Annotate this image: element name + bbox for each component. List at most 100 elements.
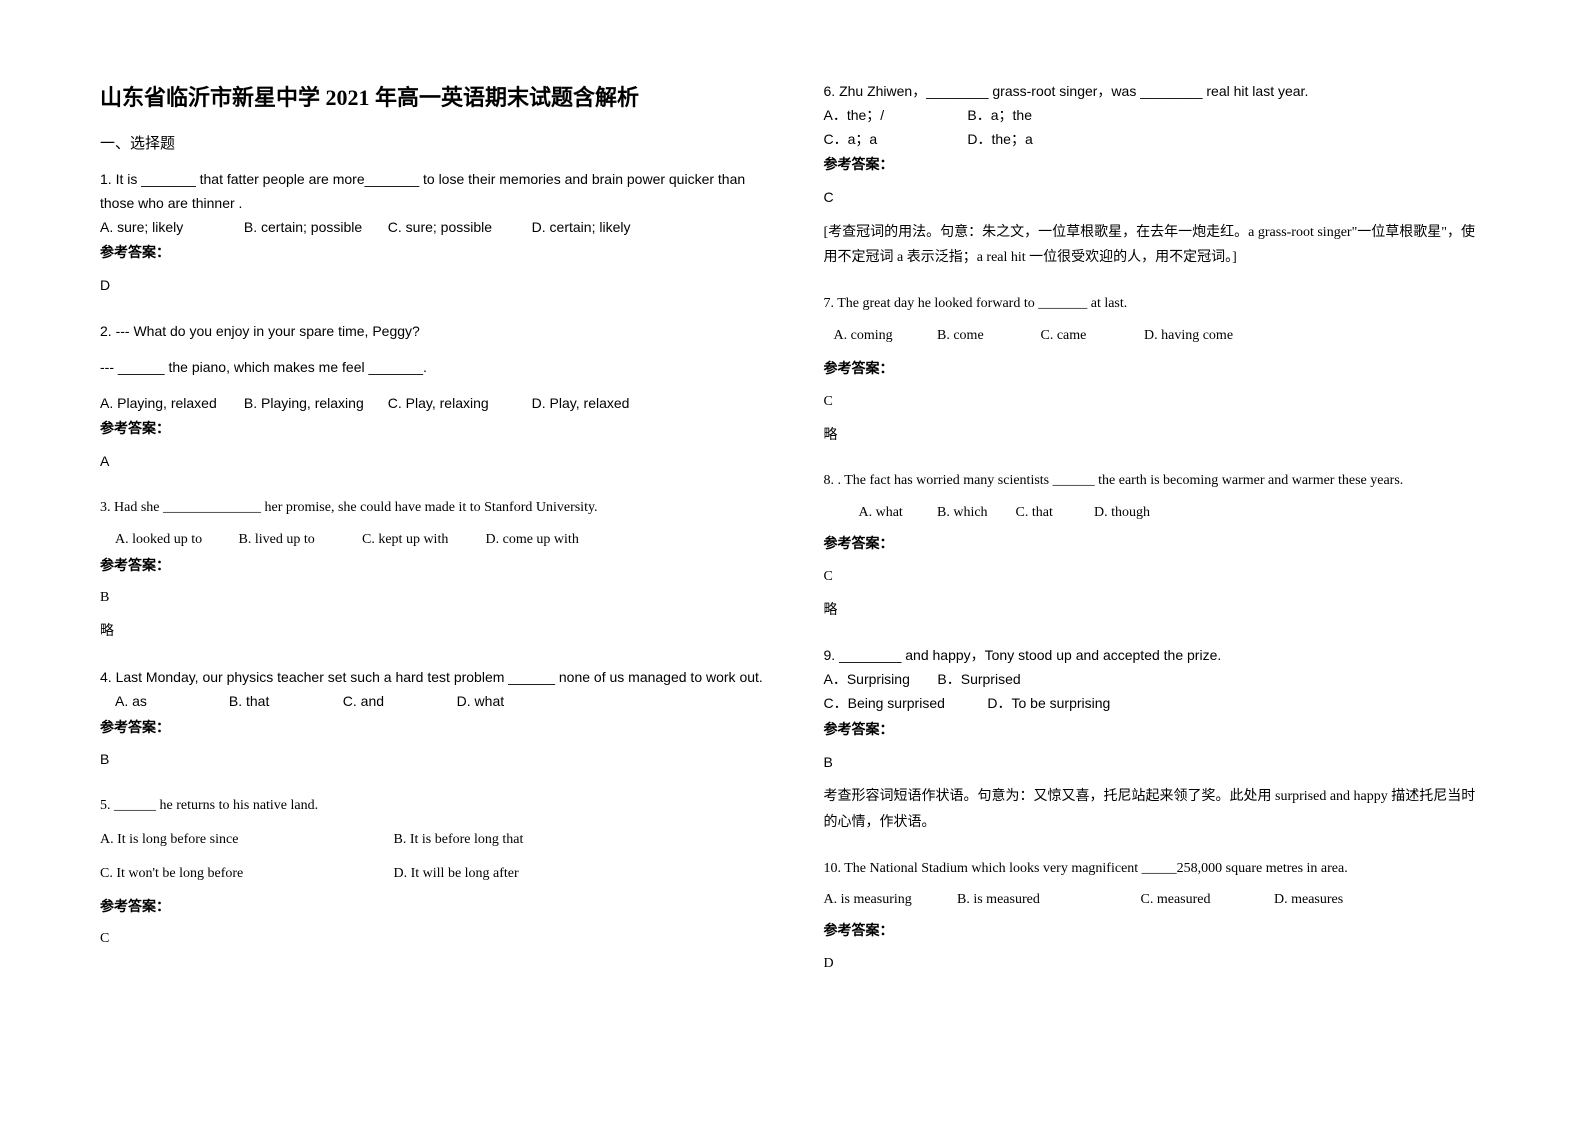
q4-optC: C. and	[343, 690, 453, 714]
q8-optD: D. though	[1094, 501, 1150, 525]
q1-optB: B. certain; possible	[244, 216, 384, 240]
q7-optC: C. came	[1041, 324, 1141, 348]
q1-optD: D. certain; likely	[532, 216, 631, 240]
q2-optB: B. Playing, relaxing	[244, 392, 384, 416]
q10-optB: B. is measured	[957, 888, 1137, 912]
q1-answer: D	[100, 274, 764, 298]
q1-text: 1. It is _______ that fatter people are …	[100, 168, 764, 216]
q5-optC: C. It won't be long before	[100, 862, 390, 886]
q4-optD: D. what	[457, 690, 504, 714]
q10-optC: C. measured	[1141, 888, 1271, 912]
q9-options-row1: A．Surprising B．Surprised	[824, 668, 1488, 692]
q1-optA: A. sure; likely	[100, 216, 240, 240]
q7-optA: A. coming	[834, 324, 934, 348]
q8-optB: B. which	[937, 501, 1012, 525]
q2-answer-label: 参考答案：	[100, 418, 764, 442]
q7-answer: C	[824, 390, 1488, 414]
q4-optB: B. that	[229, 690, 339, 714]
q7-optD: D. having come	[1144, 324, 1233, 348]
q2-answer: A	[100, 450, 764, 474]
q6-options-row1: A．the；/ B．a；the	[824, 104, 1488, 128]
q9-optD: D．To be surprising	[987, 692, 1110, 716]
q5-answer: C	[100, 927, 764, 951]
q8-optC: C. that	[1016, 501, 1091, 525]
q8-text: 8. . The fact has worried many scientist…	[824, 469, 1488, 493]
question-1: 1. It is _______ that fatter people are …	[100, 168, 764, 308]
q2-optA: A. Playing, relaxed	[100, 392, 240, 416]
q9-optC: C．Being surprised	[824, 692, 984, 716]
q9-optB: B．Surprised	[937, 668, 1020, 692]
q4-optA: A. as	[115, 690, 225, 714]
q3-optA: A. looked up to	[115, 528, 235, 552]
q8-optA: A. what	[859, 501, 934, 525]
q3-text: 3. Had she ______________ her promise, s…	[100, 496, 764, 520]
q8-answer-label: 参考答案：	[824, 533, 1488, 557]
question-2: 2. --- What do you enjoy in your spare t…	[100, 320, 764, 484]
q1-optC: C. sure; possible	[388, 216, 528, 240]
question-9: 9. ________ and happy，Tony stood up and …	[824, 644, 1488, 844]
q2-optD: D. Play, relaxed	[532, 392, 630, 416]
q10-answer: D	[824, 952, 1488, 976]
q8-note: 略	[824, 599, 1488, 623]
question-10: 10. The National Stadium which looks ver…	[824, 857, 1488, 986]
q9-optA: A．Surprising	[824, 668, 934, 692]
q5-options-row1: A. It is long before since B. It is befo…	[100, 828, 764, 852]
q8-answer: C	[824, 565, 1488, 589]
q1-answer-label: 参考答案：	[100, 242, 764, 266]
q6-explanation: [考查冠词的用法。句意：朱之文，一位草根歌星，在去年一炮走红。a grass-r…	[824, 220, 1488, 270]
q3-options: A. looked up to B. lived up to C. kept u…	[115, 528, 764, 552]
q7-optB: B. come	[937, 324, 1037, 348]
question-4: 4. Last Monday, our physics teacher set …	[100, 666, 764, 782]
right-column: 6. Zhu Zhiwen，________ grass-root singer…	[824, 80, 1488, 1042]
q3-answer-label: 参考答案：	[100, 555, 764, 579]
question-5: 5. ______ he returns to his native land.…	[100, 794, 764, 961]
q9-answer-label: 参考答案：	[824, 719, 1488, 743]
q6-optA: A．the；/	[824, 104, 964, 128]
q3-note: 略	[100, 620, 764, 644]
q8-options: A. what B. which C. that D. though	[859, 501, 1488, 525]
q2-text1: 2. --- What do you enjoy in your spare t…	[100, 320, 764, 344]
document-title: 山东省临沂市新星中学 2021 年高一英语期末试题含解析	[100, 80, 764, 112]
question-6: 6. Zhu Zhiwen，________ grass-root singer…	[824, 80, 1488, 280]
q2-optC: C. Play, relaxing	[388, 392, 528, 416]
q4-text: 4. Last Monday, our physics teacher set …	[100, 666, 764, 690]
q5-optB: B. It is before long that	[394, 828, 524, 852]
q3-optD: D. come up with	[486, 528, 579, 552]
q7-options: A. coming B. come C. came D. having come	[834, 324, 1488, 348]
q10-optA: A. is measuring	[824, 888, 954, 912]
q10-text: 10. The National Stadium which looks ver…	[824, 857, 1488, 881]
q5-optA: A. It is long before since	[100, 828, 390, 852]
q4-answer: B	[100, 748, 764, 772]
q9-options-row2: C．Being surprised D．To be surprising	[824, 692, 1488, 716]
q2-options: A. Playing, relaxed B. Playing, relaxing…	[100, 392, 764, 416]
q9-answer: B	[824, 751, 1488, 775]
q5-text: 5. ______ he returns to his native land.	[100, 794, 764, 818]
q9-explanation: 考查形容词短语作状语。句意为：又惊又喜，托尼站起来领了奖。此处用 surpris…	[824, 784, 1488, 834]
q6-optB: B．a；the	[967, 104, 1032, 128]
q3-optB: B. lived up to	[239, 528, 359, 552]
q7-answer-label: 参考答案：	[824, 358, 1488, 382]
q5-options-row2: C. It won't be long before D. It will be…	[100, 862, 764, 886]
question-7: 7. The great day he looked forward to __…	[824, 292, 1488, 457]
q4-options: A. as B. that C. and D. what	[115, 690, 764, 714]
q10-answer-label: 参考答案：	[824, 920, 1488, 944]
q2-text2: --- ______ the piano, which makes me fee…	[100, 356, 764, 380]
q6-answer-label: 参考答案：	[824, 154, 1488, 178]
q5-optD: D. It will be long after	[394, 862, 519, 886]
q9-text: 9. ________ and happy，Tony stood up and …	[824, 644, 1488, 668]
q6-optC: C．a；a	[824, 128, 964, 152]
left-column: 山东省临沂市新星中学 2021 年高一英语期末试题含解析 一、选择题 1. It…	[100, 80, 764, 1042]
q1-options: A. sure; likely B. certain; possible C. …	[100, 216, 764, 240]
q10-options: A. is measuring B. is measured C. measur…	[824, 888, 1488, 912]
q3-answer: B	[100, 586, 764, 610]
question-8: 8. . The fact has worried many scientist…	[824, 469, 1488, 632]
q7-text: 7. The great day he looked forward to __…	[824, 292, 1488, 316]
q6-options-row2: C．a；a D．the；a	[824, 128, 1488, 152]
q5-answer-label: 参考答案：	[100, 896, 764, 920]
q6-optD: D．the；a	[967, 128, 1032, 152]
q7-note: 略	[824, 424, 1488, 448]
q10-optD: D. measures	[1274, 888, 1343, 912]
q3-optC: C. kept up with	[362, 528, 482, 552]
q6-answer: C	[824, 186, 1488, 210]
q4-answer-label: 参考答案：	[100, 717, 764, 741]
